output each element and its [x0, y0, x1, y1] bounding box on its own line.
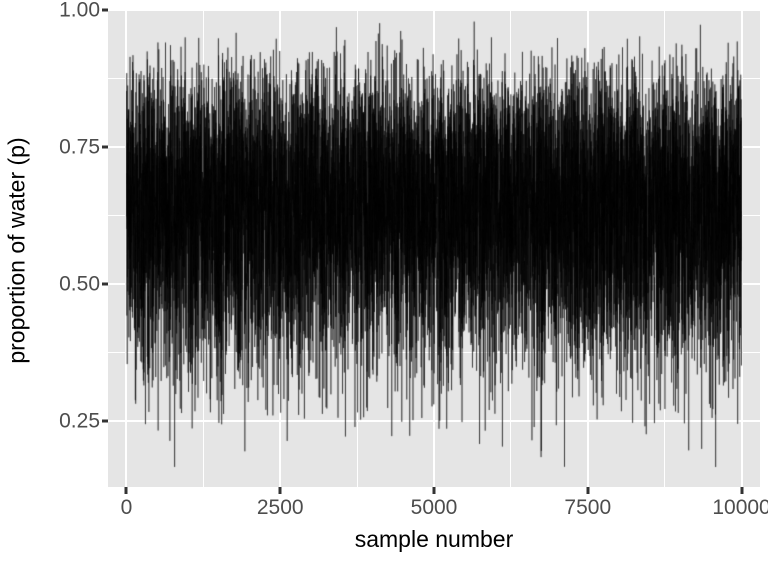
x-axis-tick-marks	[108, 487, 760, 494]
plot-panel	[108, 10, 760, 487]
y-axis-tick-labels: 0.25 0.50 0.75 1.00	[26, 0, 100, 500]
x-axis-tick-label: 10000	[712, 496, 768, 519]
y-axis-tick-marks	[102, 0, 108, 500]
y-axis-tick-mark	[102, 282, 108, 286]
x-axis-title: sample number	[354, 526, 514, 552]
x-axis-tick-mark	[432, 487, 436, 494]
y-axis-tick-mark	[102, 8, 108, 12]
x-axis-tick-labels: 0 2500 5000 7500 10000	[108, 496, 768, 524]
x-axis-tick-label: 5000	[410, 496, 458, 519]
x-axis-tick-mark	[124, 487, 128, 494]
y-axis-tick-label: 0.50	[59, 272, 100, 296]
y-axis-tick-label: 0.75	[59, 135, 100, 159]
x-axis-tick-label: 2500	[256, 496, 304, 519]
x-axis-tick-label: 0	[120, 496, 133, 519]
trace-line-series	[108, 10, 760, 487]
y-axis-tick-mark	[102, 419, 108, 423]
x-axis-tick-mark	[586, 487, 590, 494]
x-axis-tick-label: 7500	[564, 496, 612, 519]
y-axis-tick-mark	[102, 145, 108, 149]
y-axis-tick-label: 1.00	[59, 0, 100, 22]
x-axis-tick-mark	[740, 487, 744, 494]
y-axis-tick-label: 0.25	[59, 409, 100, 433]
x-axis-tick-mark	[278, 487, 282, 494]
